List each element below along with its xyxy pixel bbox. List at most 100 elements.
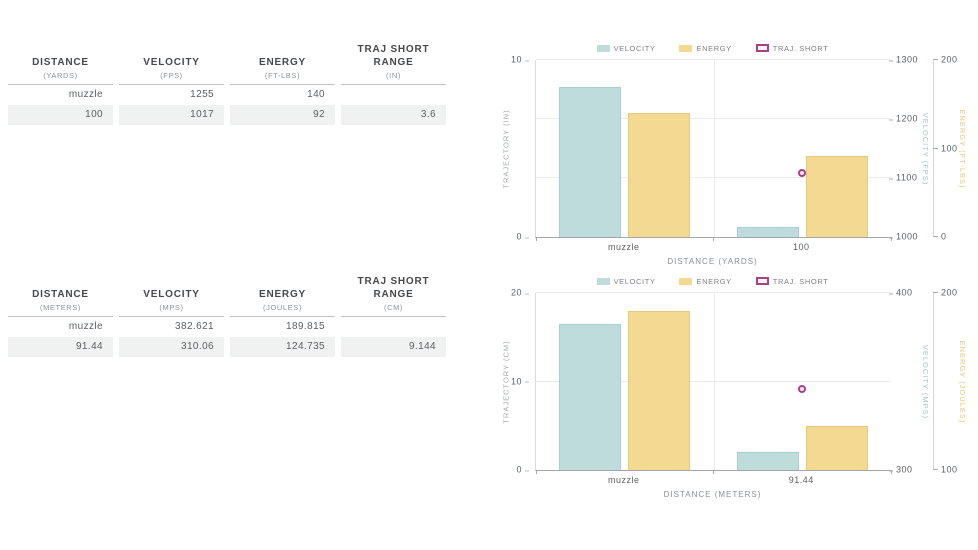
x-tick-label: 100 — [792, 242, 810, 252]
table-row: muzzle 1255 140 — [8, 85, 446, 105]
energy-bar[interactable] — [628, 113, 691, 237]
horizontal-gridline — [536, 292, 891, 293]
column-unit: (METERS) — [39, 303, 82, 312]
column-header: DISTANCE (METERS) — [8, 276, 113, 317]
category-row — [536, 60, 891, 237]
table-cell: 91.44 — [8, 337, 113, 357]
legend-swatch — [596, 277, 610, 285]
table-cell: 124.735 — [230, 337, 335, 357]
column-header: VELOCITY (MPS) — [119, 276, 224, 317]
energy-tick-label: 0 — [941, 231, 947, 242]
column-unit: (FPS) — [160, 71, 183, 80]
energy-bar[interactable] — [805, 426, 868, 470]
column-label: VELOCITY — [143, 56, 200, 68]
legend-swatch — [679, 277, 693, 285]
velocity-tick-label: 1100 — [888, 172, 918, 183]
energy-axis-tick-mark — [933, 236, 938, 237]
vertical-gridline — [713, 293, 715, 470]
category-cell — [536, 293, 714, 470]
table-cell: 189.815 — [286, 321, 325, 332]
velocity-tick-label: 1200 — [888, 113, 919, 124]
velocity-bar[interactable] — [736, 226, 799, 237]
legend-label: ENERGY — [696, 276, 732, 286]
legend-label: VELOCITY — [613, 276, 656, 286]
velocity-bar[interactable] — [559, 86, 622, 237]
trajectory-axis-ticks: 0 10 20 — [495, 288, 530, 474]
table-cell: 382.621 — [175, 321, 214, 332]
legend-swatch — [755, 44, 769, 52]
x-axis-tick-labels: muzzle 91.44 — [535, 475, 890, 485]
trajectory-tick-label: 0 — [516, 464, 528, 475]
plot-area — [535, 292, 892, 474]
velocity-tick-label: 1300 — [888, 54, 919, 65]
traj-short-marker[interactable] — [798, 385, 807, 394]
legend-item-velocity[interactable]: VELOCITY — [596, 43, 656, 53]
horizontal-gridline — [536, 59, 891, 60]
legend-item-energy[interactable]: ENERGY — [679, 44, 731, 53]
category-cell — [714, 60, 892, 237]
column-header: DISTANCE (YARDS) — [8, 44, 113, 85]
column-unit: (MPS) — [159, 303, 184, 312]
trajectory-tick-label: 10 — [510, 54, 530, 65]
x-axis-tick-mark — [890, 470, 892, 474]
table-cell: 92 — [230, 105, 335, 125]
vertical-gridline — [713, 60, 715, 237]
range-table-imperial: DISTANCE (YARDS) VELOCITY (FPS) ENERGY (FT-LB… — [8, 44, 446, 125]
column-header: ENERGY (JOULES) — [230, 276, 335, 317]
legend-label: TRAJ. SHORT — [772, 43, 829, 53]
energy-tick-label: 100 — [941, 464, 958, 475]
category-cell — [714, 293, 892, 470]
legend-item-trajectory[interactable]: TRAJ. SHORT — [755, 277, 829, 286]
category-cell — [536, 60, 714, 237]
table-cell — [341, 85, 446, 105]
traj-short-marker[interactable] — [798, 169, 807, 178]
x-tick-label: muzzle — [607, 242, 640, 252]
trajectory-axis-ticks: 0 10 — [495, 55, 530, 241]
legend-item-energy[interactable]: ENERGY — [679, 277, 731, 286]
y-axis-title-wrap: VELOCITY (FPS) — [919, 60, 931, 237]
table-row: muzzle 382.621 189.815 — [8, 317, 446, 337]
table-header-row: DISTANCE (METERS) VELOCITY (MPS) ENERGY (JOUL… — [8, 276, 446, 317]
velocity-axis-title: VELOCITY (MPS) — [920, 344, 930, 419]
x-axis-tick-mark — [890, 237, 892, 241]
energy-axis-tick-mark — [933, 292, 938, 293]
energy-axis-tick-mark — [933, 147, 938, 149]
velocity-tick-label: 400 — [889, 287, 913, 298]
column-label: VELOCITY — [143, 288, 200, 300]
energy-axis-title: ENERGY (FT-LBS) — [957, 108, 967, 189]
x-axis-tick-mark — [535, 237, 537, 241]
x-axis-tick-labels: muzzle 100 — [535, 242, 890, 252]
column-label: DISTANCE — [32, 56, 89, 68]
trajectory-tick-label: 0 — [516, 231, 528, 242]
legend-label: VELOCITY — [613, 43, 656, 53]
energy-tick-label: 100 — [941, 143, 958, 153]
velocity-tick-label: 300 — [889, 464, 913, 475]
ballistics-chart-metric: VELOCITY ENERGY TRAJ. SHORT TRAJECTORY (CM… — [495, 273, 978, 508]
x-axis-title: DISTANCE (METERS) — [663, 490, 762, 499]
x-axis-tick-mark — [535, 470, 537, 474]
trajectory-tick-label: 10 — [510, 376, 530, 386]
y-axis-title-wrap: ENERGY (FT-LBS) — [956, 60, 968, 237]
ballistics-chart-imperial: VELOCITY ENERGY TRAJ. SHORT TRAJECTORY (IN… — [495, 40, 978, 275]
chart-legend: VELOCITY ENERGY TRAJ. SHORT — [535, 43, 890, 53]
table-cell: 3.6 — [341, 105, 446, 125]
velocity-bar[interactable] — [736, 452, 799, 470]
table-cell: 1255 — [190, 89, 214, 100]
table-body: muzzle 1255 140 100 1017 92 3.6 — [8, 85, 446, 125]
energy-bar[interactable] — [805, 155, 868, 237]
column-label: ENERGY — [258, 56, 307, 68]
category-row — [536, 293, 891, 470]
column-unit: (CM) — [383, 303, 404, 312]
table-header-row: DISTANCE (YARDS) VELOCITY (FPS) ENERGY (FT-LB… — [8, 44, 446, 85]
column-unit: (FT-LBS) — [264, 71, 301, 80]
x-axis-tick-mark — [713, 237, 714, 241]
legend-item-velocity[interactable]: VELOCITY — [596, 276, 656, 286]
x-axis-title: DISTANCE (YARDS) — [667, 257, 758, 266]
legend-item-trajectory[interactable]: TRAJ. SHORT — [755, 43, 829, 53]
table-cell: 1017 — [119, 105, 224, 125]
velocity-axis-title: VELOCITY (FPS) — [920, 112, 930, 185]
energy-tick-label: 200 — [941, 287, 958, 298]
table-row: 91.44 310.06 124.735 9.144 — [8, 337, 446, 357]
velocity-bar[interactable] — [559, 323, 622, 470]
energy-bar[interactable] — [628, 311, 691, 470]
